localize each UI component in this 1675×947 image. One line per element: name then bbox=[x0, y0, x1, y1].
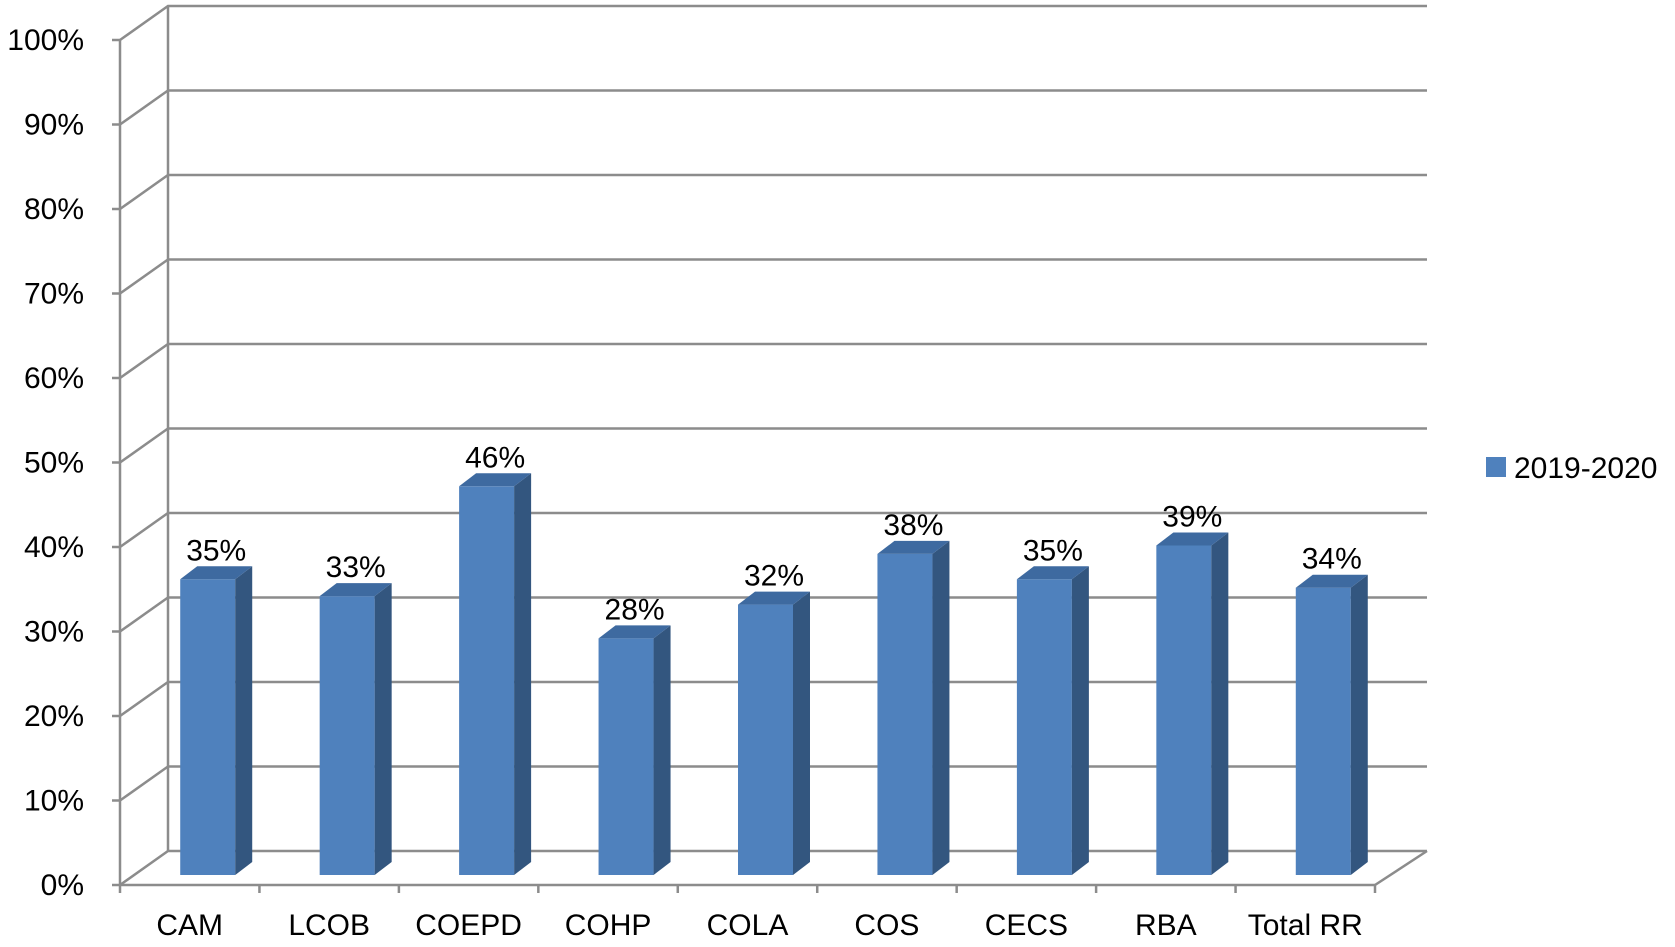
bar-side bbox=[1211, 532, 1229, 875]
bar-side bbox=[514, 473, 532, 875]
bar-side bbox=[932, 540, 950, 875]
category-label: CAM bbox=[156, 909, 223, 942]
bar bbox=[1016, 566, 1089, 875]
bar-top bbox=[180, 566, 253, 580]
gridline bbox=[119, 4, 1427, 42]
category-label: CECS bbox=[985, 909, 1068, 942]
floor-edge bbox=[1374, 849, 1428, 887]
bar-side bbox=[793, 591, 810, 875]
bar-top bbox=[1295, 574, 1368, 588]
y-tick-label: 90% bbox=[24, 109, 84, 142]
bar-front bbox=[180, 579, 236, 875]
y-tick-label: 30% bbox=[24, 616, 84, 649]
bar bbox=[1295, 574, 1368, 875]
category-label: Total RR bbox=[1248, 909, 1363, 942]
bar bbox=[459, 473, 532, 875]
bar-top bbox=[1156, 532, 1229, 546]
bar-front bbox=[1156, 545, 1212, 875]
y-tick-label: 80% bbox=[24, 193, 84, 226]
axes bbox=[112, 6, 1428, 893]
gridline bbox=[119, 258, 1427, 295]
bar-top bbox=[738, 591, 810, 605]
category-label: COHP bbox=[565, 909, 652, 942]
bar-front bbox=[877, 553, 933, 875]
bar-side bbox=[1350, 574, 1368, 875]
gridline bbox=[119, 89, 1427, 126]
bar bbox=[877, 540, 950, 875]
legend-swatch bbox=[1486, 457, 1506, 477]
data-label: 34% bbox=[1302, 543, 1362, 576]
bar bbox=[180, 566, 253, 875]
y-tick-label: 20% bbox=[24, 700, 84, 733]
bar-front bbox=[319, 596, 375, 875]
bar bbox=[319, 583, 392, 875]
bar-top bbox=[877, 540, 950, 554]
bar-front bbox=[738, 604, 793, 875]
labels: 0% 10% 20% 30% 40% 50% 60% 70% 80% 90% 100% 35% CAM 3… bbox=[7, 24, 1363, 942]
bar-side bbox=[235, 566, 253, 875]
gridline bbox=[119, 511, 1427, 549]
y-tick-label: 10% bbox=[24, 785, 84, 818]
data-label: 38% bbox=[883, 509, 943, 542]
bar bbox=[1156, 532, 1229, 875]
y-tick-label: 0% bbox=[41, 869, 84, 902]
bar-side bbox=[653, 625, 671, 875]
y-tick-label: 60% bbox=[24, 362, 84, 395]
y-tick-label: 40% bbox=[24, 531, 84, 564]
y-tick-label: 50% bbox=[24, 447, 84, 480]
bar bbox=[598, 625, 671, 875]
data-label: 46% bbox=[465, 441, 525, 474]
gridline bbox=[119, 173, 1427, 211]
bar-top bbox=[598, 625, 671, 639]
bar-front bbox=[1295, 587, 1351, 875]
data-label: 28% bbox=[605, 593, 665, 626]
bars bbox=[180, 473, 1368, 875]
legend-label: 2019-2020 bbox=[1514, 452, 1657, 485]
category-label: COEPD bbox=[415, 909, 522, 942]
bar-front bbox=[598, 638, 654, 875]
bar-front bbox=[459, 486, 515, 875]
legend: 2019-2020 bbox=[1486, 452, 1657, 485]
bar-front bbox=[1016, 579, 1072, 875]
category-label: RBA bbox=[1135, 909, 1197, 942]
bar-top bbox=[459, 473, 532, 487]
gridline bbox=[119, 427, 1427, 464]
y-tick-label: 100% bbox=[7, 24, 84, 57]
category-label: LCOB bbox=[288, 909, 370, 942]
data-label: 33% bbox=[326, 551, 386, 584]
y-tick-label: 70% bbox=[24, 278, 84, 311]
gridline bbox=[119, 342, 1427, 380]
data-label: 32% bbox=[744, 560, 804, 593]
category-label: COLA bbox=[707, 909, 789, 942]
bar-top bbox=[1016, 566, 1089, 580]
category-label: COS bbox=[854, 909, 919, 942]
bar-side bbox=[1071, 566, 1089, 875]
bar-top bbox=[319, 583, 392, 597]
data-label: 39% bbox=[1162, 500, 1222, 533]
bar bbox=[738, 591, 810, 875]
data-label: 35% bbox=[1023, 534, 1083, 567]
data-label: 35% bbox=[186, 534, 246, 567]
bar-side bbox=[374, 583, 392, 875]
